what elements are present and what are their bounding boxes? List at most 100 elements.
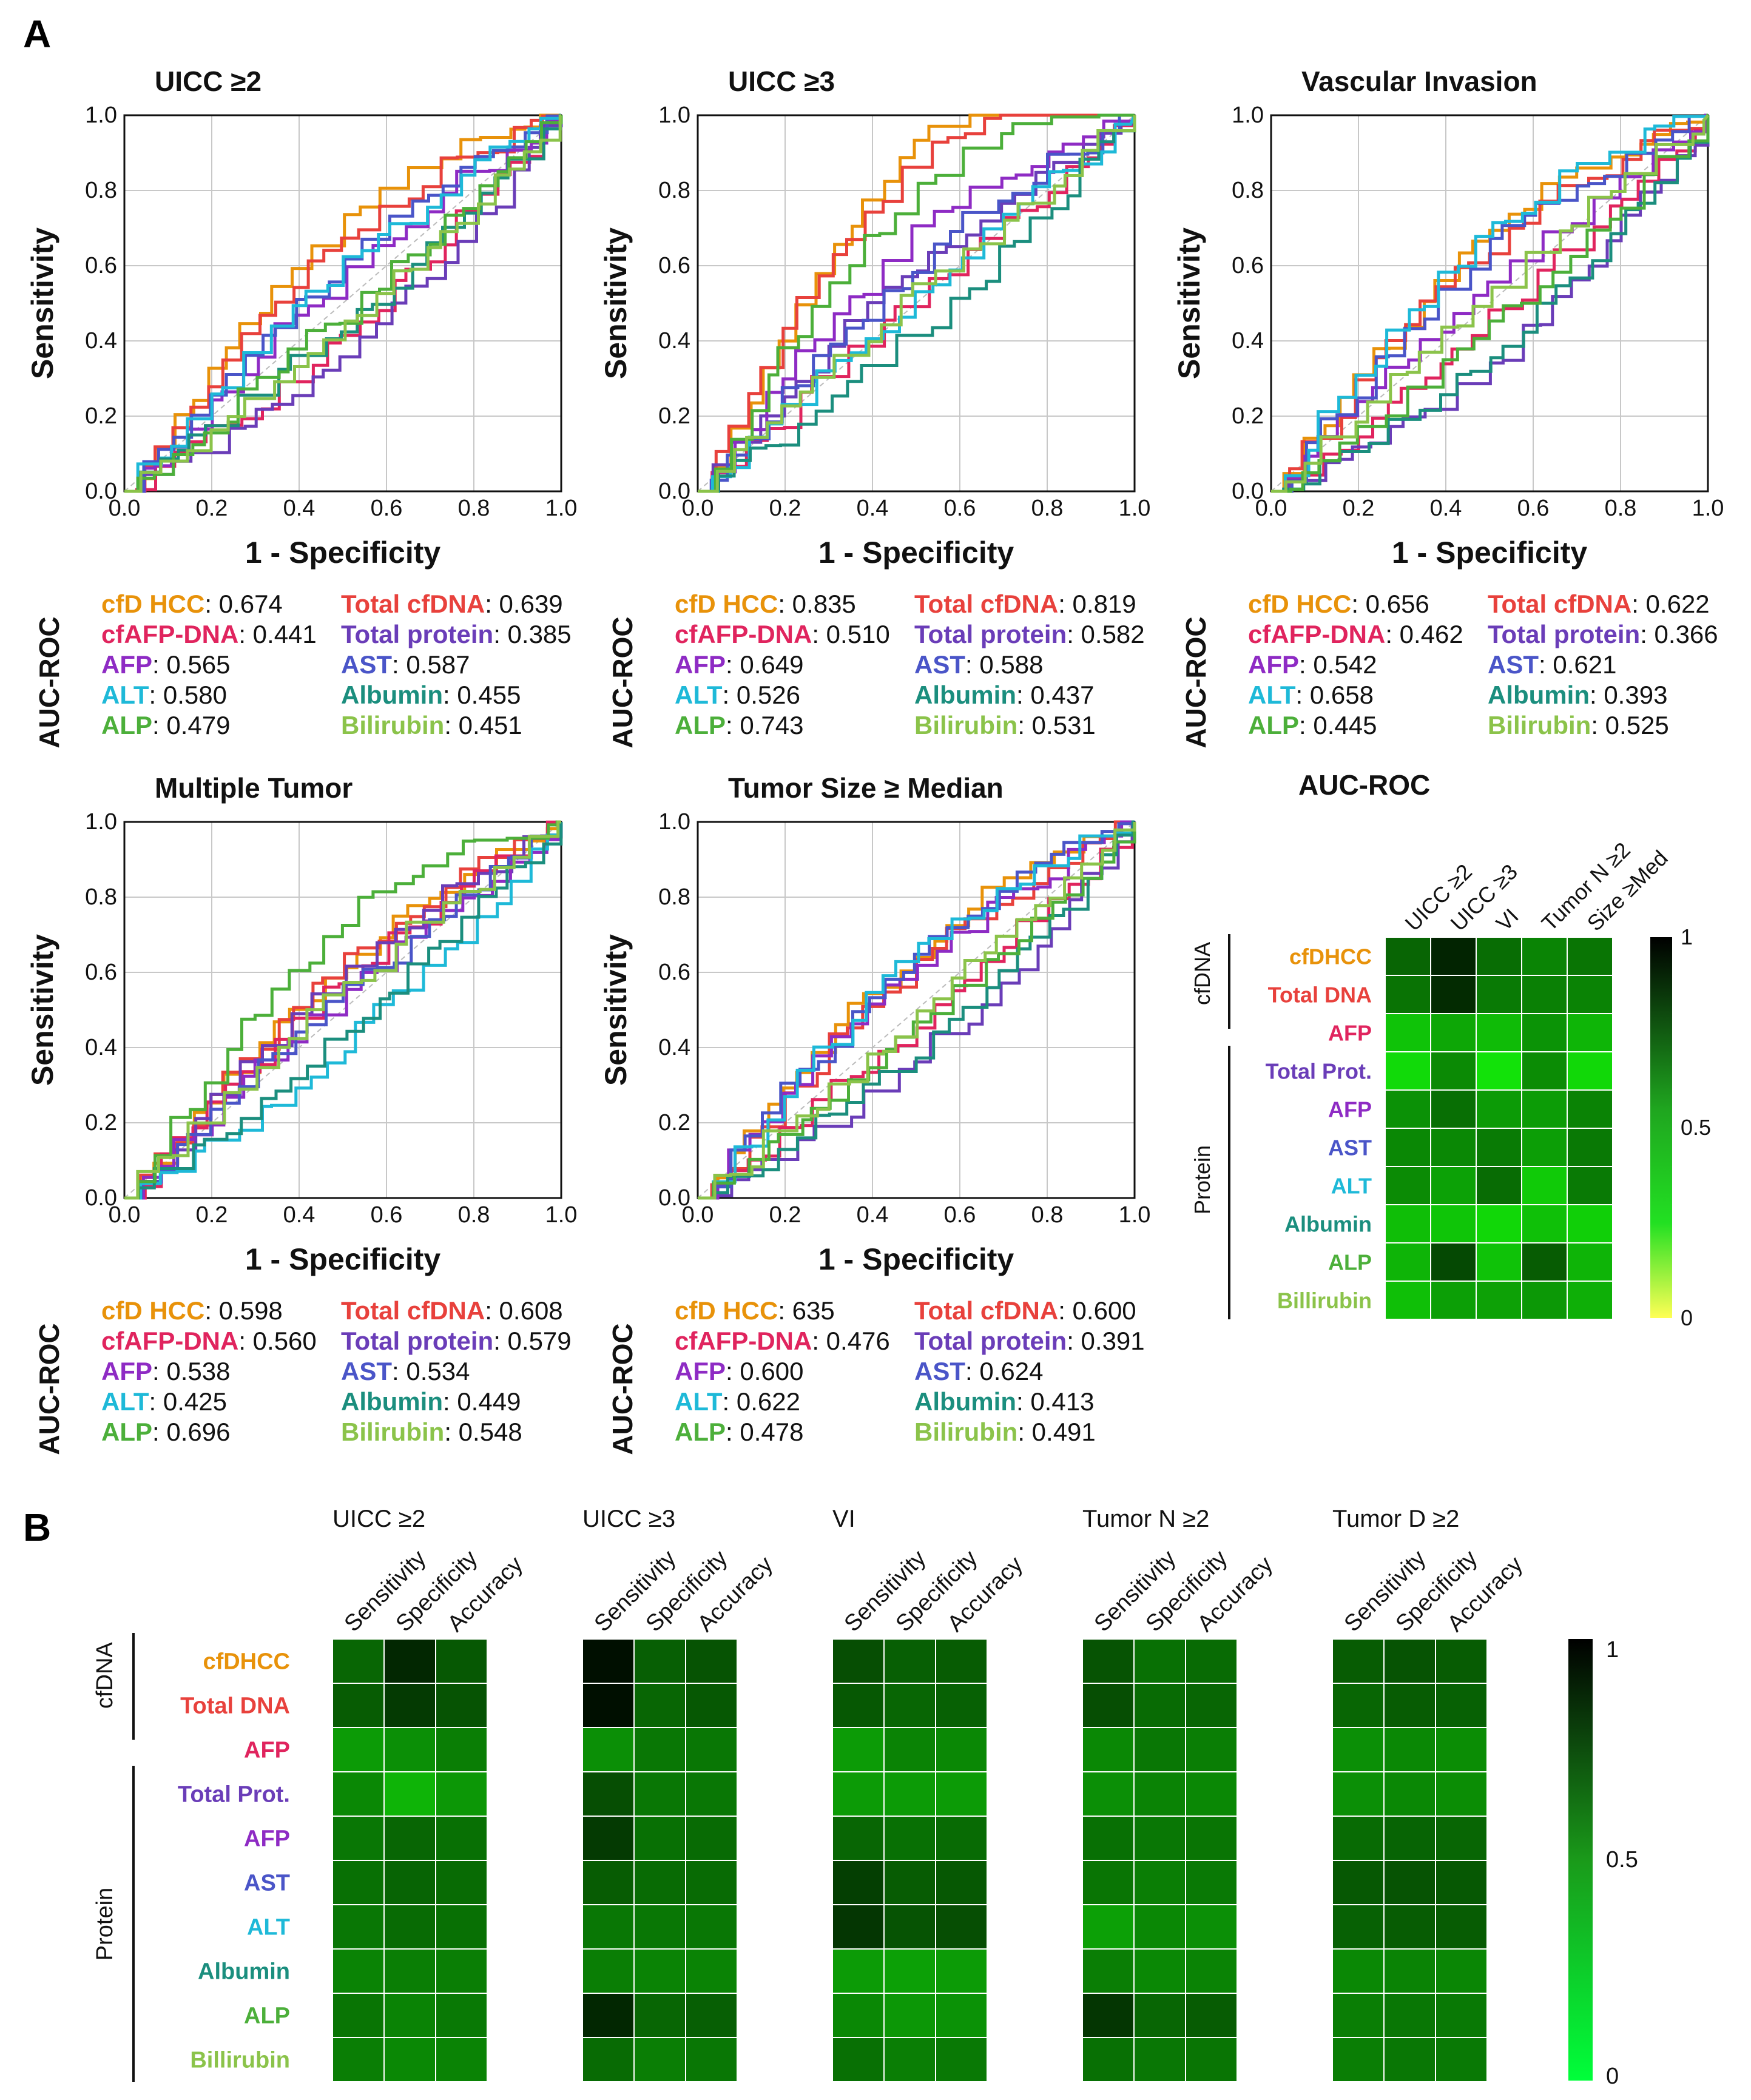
- x-tick-label: 0.6: [371, 496, 403, 521]
- metric-heatmap-cell: [582, 1993, 635, 2038]
- x-tick-label: 0.8: [458, 496, 490, 521]
- auc-legend-name: Total protein: [1488, 620, 1640, 648]
- metric-heatmap-cell: [582, 2037, 635, 2082]
- heatmap-a-cell: [1476, 1013, 1522, 1052]
- auc-legend-name: cfD HCC: [101, 1296, 204, 1325]
- roc-curve-TotalDNA: [124, 822, 563, 1200]
- roc-curve-ALP: [1271, 113, 1710, 493]
- auc-legend-entry: cfD HCC: 635: [675, 1296, 835, 1325]
- metric-row-label: Total DNA: [180, 1694, 290, 1719]
- roc-curve-Bilirubin: [124, 113, 562, 493]
- auc-legend-name: AFP: [675, 1357, 726, 1385]
- heatmap-a-cell: [1476, 1242, 1522, 1282]
- x-tick-label: 0.2: [196, 1202, 228, 1228]
- auc-legend-entry: ALT: 0.622: [675, 1387, 800, 1416]
- auc-legend-value: : 0.582: [1067, 620, 1144, 648]
- y-tick-label: 0.6: [1232, 253, 1264, 278]
- auc-legend-value: : 0.441: [238, 620, 316, 648]
- x-tick-label: 0.6: [944, 1202, 976, 1228]
- auc-legend-value: : 0.491: [1017, 1418, 1095, 1446]
- auc-legend-entry: Total cfDNA: 0.608: [341, 1296, 563, 1325]
- colorbar-b-tick: 1: [1606, 1637, 1619, 1663]
- auc-legend-value: : 0.835: [778, 590, 855, 618]
- auc-legend-entry: AST: 0.588: [914, 650, 1043, 679]
- heatmap-a-cell: [1476, 1281, 1522, 1320]
- auc-legend-entry: cfAFP-DNA: 0.560: [101, 1327, 317, 1355]
- metric-heatmap-cell: [832, 1948, 885, 1994]
- metric-heatmap-cell: [935, 1948, 988, 1994]
- auc-legend-value: : 0.542: [1299, 650, 1377, 679]
- roc-panels: UICC ≥20.00.00.20.20.40.40.60.60.80.81.0…: [25, 66, 1724, 1455]
- auc-legend-value: : 0.580: [149, 681, 227, 709]
- heatmap-a-row-label: Total Prot.: [1266, 1059, 1372, 1084]
- auc-legend-name: Albumin: [341, 1387, 443, 1416]
- heatmap-a-cell: [1567, 1128, 1613, 1167]
- metric-heatmap-cell: [1383, 1993, 1436, 2038]
- metric-block-title: VI: [832, 1506, 855, 1532]
- auc-legend-name: Total cfDNA: [341, 590, 485, 618]
- metric-heatmap-cell: [832, 1683, 885, 1728]
- metric-heatmap-cell: [1383, 1860, 1436, 1905]
- auc-legend-value: : 0.624: [965, 1357, 1043, 1385]
- metric-heatmap-cell: [332, 1771, 385, 1817]
- plot-frame: [697, 114, 1136, 493]
- metric-heatmap-cell: [1383, 1771, 1436, 1817]
- auc-roc-side-label: AUC-ROC: [1180, 616, 1212, 748]
- heatmap-a-cell: [1476, 975, 1522, 1014]
- metric-heatmap-cell: [435, 1771, 488, 1817]
- y-tick-label: 0.8: [658, 884, 690, 910]
- metric-heatmap-cell: [1082, 1993, 1135, 2038]
- metric-heatmap-cell: [1332, 1638, 1385, 1684]
- auc-legend-entry: cfAFP-DNA: 0.462: [1248, 620, 1463, 648]
- auc-legend-value: : 0.649: [726, 650, 803, 679]
- roc-title: Multiple Tumor: [155, 772, 353, 804]
- x-axis-label: 1 - Specificity: [818, 1242, 1014, 1276]
- metric-heatmap-cell: [1185, 1860, 1238, 1905]
- metric-heatmap-cell: [1082, 1638, 1135, 1684]
- auc-legend-name: ALT: [101, 681, 149, 709]
- metric-heatmap-cell: [332, 1816, 385, 1861]
- heatmap-a-cell: [1521, 1051, 1568, 1091]
- metric-block-title: UICC ≥3: [582, 1506, 675, 1532]
- auc-legend-name: Bilirubin: [914, 711, 1017, 739]
- metric-heatmap-cell: [1082, 1771, 1135, 1817]
- metric-heatmap-cell: [1082, 1816, 1135, 1861]
- metric-heatmap-cell: [685, 1771, 738, 1817]
- auc-legend-name: AFP: [675, 650, 726, 679]
- metric-heatmap-cell: [883, 1638, 936, 1684]
- auc-legend-name: Bilirubin: [341, 711, 444, 739]
- metric-heatmap-cell: [1185, 1993, 1238, 2038]
- roc-curve-ALT: [124, 821, 563, 1200]
- metric-row-label: AFP: [244, 1826, 290, 1852]
- heatmap-a-row-label: AFP: [1328, 1021, 1372, 1046]
- metric-block-title: Tumor D ≥2: [1332, 1506, 1459, 1532]
- auc-legend-name: AST: [914, 1357, 965, 1385]
- metric-heatmap-cell: [883, 1683, 936, 1728]
- metric-heatmap-cell: [685, 1683, 738, 1728]
- metric-heatmap-cell: [1185, 1638, 1238, 1684]
- colorbar-a-tick: 0.5: [1681, 1115, 1711, 1140]
- x-tick-label: 1.0: [1119, 1202, 1151, 1228]
- metric-heatmap-cell: [1185, 1727, 1238, 1772]
- y-tick-label: 0.6: [658, 253, 690, 278]
- metric-heatmap-cell: [435, 1683, 488, 1728]
- y-axis-label: Sensitivity: [25, 934, 59, 1086]
- auc-legend-name: Albumin: [914, 681, 1016, 709]
- auc-legend-name: AST: [1488, 650, 1539, 679]
- auc-legend-entry: ALT: 0.526: [675, 681, 800, 709]
- heatmap-a-cell: [1567, 1089, 1613, 1129]
- heatmap-a-cell: [1385, 975, 1431, 1014]
- heatmap-a-row-label: AFP: [1328, 1097, 1372, 1122]
- auc-roc-side-label: AUC-ROC: [607, 1323, 638, 1455]
- y-tick-label: 1.0: [658, 103, 690, 128]
- panel-a-label: A: [23, 12, 51, 56]
- auc-legend-value: : 0.674: [204, 590, 282, 618]
- auc-legend-entry: ALP: 0.479: [101, 711, 230, 739]
- auc-legend-entry: ALP: 0.478: [675, 1418, 803, 1446]
- x-tick-label: 1.0: [1692, 496, 1724, 521]
- auc-legend-value: : 0.598: [204, 1296, 282, 1325]
- y-axis-label: Sensitivity: [599, 934, 633, 1086]
- metric-heatmap-cell: [332, 1948, 385, 1994]
- auc-legend-value: : 0.479: [152, 711, 230, 739]
- auc-legend-name: Total protein: [914, 1327, 1067, 1355]
